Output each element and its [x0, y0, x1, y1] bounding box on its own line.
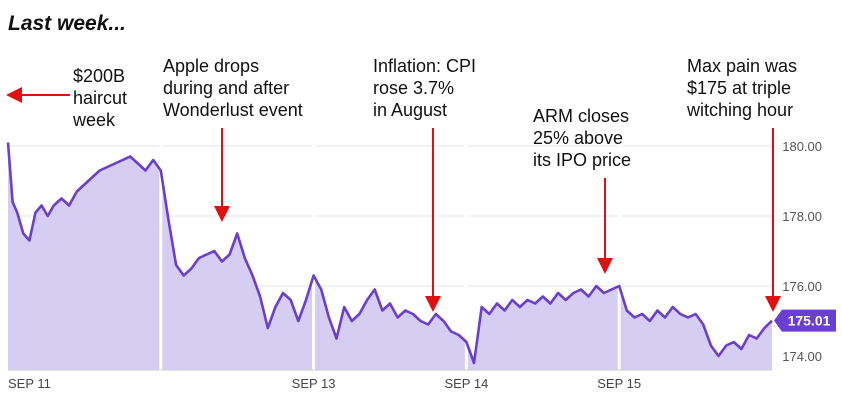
price-line [6, 142, 773, 365]
x-tick-label: SEP 13 [292, 376, 336, 391]
price-area [8, 142, 772, 370]
y-tick-label: 174.00 [782, 349, 822, 364]
day-separators [8, 122, 772, 371]
annotation-text: ARM closes 25% above its IPO price [533, 106, 631, 170]
x-tick-label: SEP 14 [444, 376, 488, 391]
y-tick-label: 176.00 [782, 279, 822, 294]
annotation-text: Apple drops during and after Wonderlust ev… [163, 56, 303, 120]
annotation-text: Inflation: CPI rose 3.7% in August [373, 56, 476, 120]
x-tick-label: SEP 15 [597, 376, 641, 391]
annotation-text: Max pain was $175 at triple witching hour [686, 56, 797, 120]
last-value-badge: 175.01 [774, 309, 836, 332]
annotations: $200B haircut week Apple drops during and af… [6, 56, 797, 312]
x-axis: SEP 11 SEP 13 SEP 14 SEP 15 [8, 376, 641, 391]
last-value-badge-bg [774, 309, 836, 332]
last-value-label: 175.01 [788, 313, 831, 329]
x-tick-label: SEP 11 [8, 376, 51, 391]
annotation-text: $200B haircut week [72, 66, 127, 130]
y-axis: 180.00 178.00 176.00 174.00 [782, 139, 822, 364]
chart-title: Last week... [8, 12, 126, 35]
y-tick-label: 178.00 [782, 209, 822, 224]
y-tick-label: 180.00 [782, 139, 822, 154]
